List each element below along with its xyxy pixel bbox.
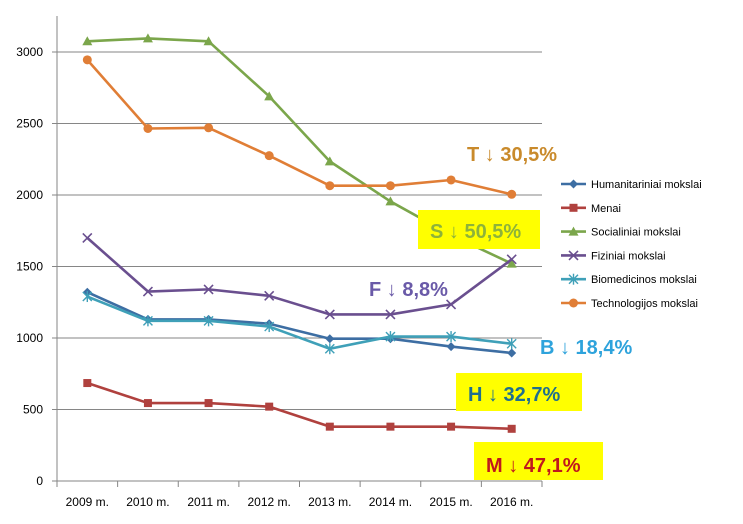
data-point xyxy=(265,402,274,411)
legend-marker xyxy=(568,226,579,236)
y-axis-ticks: 0 500 1000 1500 2000 2500 3000 xyxy=(16,45,57,488)
legend-label: Humanitariniai mokslai xyxy=(591,179,702,191)
x-tick-label: 2012 m. xyxy=(248,495,291,509)
legend-label: Socialiniai mokslai xyxy=(591,227,681,239)
annotation-label: T ↓ 30,5% xyxy=(467,144,557,166)
y-tick-label: 1500 xyxy=(16,260,43,274)
data-point xyxy=(447,422,456,431)
annotation-highlight xyxy=(474,442,603,480)
data-point xyxy=(507,348,517,358)
data-point xyxy=(385,309,396,320)
series-line-0 xyxy=(86,291,512,355)
series-line-5 xyxy=(86,59,512,196)
data-point xyxy=(82,232,93,243)
y-tick-label: 2000 xyxy=(16,188,43,202)
legend-label: Menai xyxy=(591,203,621,215)
annotation-label: F ↓ 8,8% xyxy=(369,279,448,301)
data-point xyxy=(325,334,335,344)
y-tick-label: 3000 xyxy=(16,45,43,59)
data-point xyxy=(82,291,93,303)
data-point xyxy=(445,299,457,310)
annotation-label: B ↓ 18,4% xyxy=(540,337,632,359)
legend-marker xyxy=(569,298,578,308)
legend-marker xyxy=(569,203,578,212)
y-tick-label: 1000 xyxy=(16,331,43,345)
data-point xyxy=(325,422,334,431)
data-point xyxy=(506,258,517,268)
legend: Humanitariniai mokslai Menai Socialiniai m… xyxy=(561,179,702,310)
data-point xyxy=(506,254,517,265)
data-point xyxy=(82,55,92,65)
series-line-4 xyxy=(86,295,512,351)
x-tick-label: 2013 m. xyxy=(308,495,351,509)
data-point xyxy=(204,123,214,133)
data-point xyxy=(142,315,153,327)
data-point xyxy=(82,36,93,46)
data-point xyxy=(203,284,214,295)
legend-marker xyxy=(568,250,579,261)
series-group xyxy=(82,33,517,433)
data-point xyxy=(506,338,517,350)
series-line-1 xyxy=(86,381,512,431)
legend-label: Biomedicinos mokslai xyxy=(591,274,697,286)
annotation-highlight xyxy=(418,210,540,249)
annotation-highlight xyxy=(456,373,582,411)
x-tick-label: 2016 m. xyxy=(490,495,533,509)
data-point xyxy=(385,331,396,343)
annotation-label: H ↓ 32,7% xyxy=(468,384,560,406)
data-point xyxy=(386,422,395,431)
x-tick-label: 2015 m. xyxy=(429,495,472,509)
legend-marker xyxy=(569,179,578,189)
data-point xyxy=(324,343,335,355)
data-point xyxy=(143,399,152,408)
x-axis-ticks: 2009 m. 2010 m. 2011 m. 2012 m. 2013 m. 2014 … xyxy=(56,481,543,509)
x-tick-label: 2009 m. xyxy=(66,495,109,509)
series-line-3 xyxy=(86,236,513,316)
data-point xyxy=(446,175,456,185)
data-point xyxy=(264,290,275,301)
legend-marker xyxy=(568,273,579,285)
data-point xyxy=(324,156,335,166)
y-tick-label: 2500 xyxy=(16,117,43,131)
data-point xyxy=(385,181,395,191)
x-tick-label: 2014 m. xyxy=(369,495,412,509)
legend-label: Fiziniai mokslai xyxy=(591,250,666,262)
annotation-label: S ↓ 50,5% xyxy=(430,221,521,243)
data-point xyxy=(204,399,213,408)
data-point xyxy=(446,331,457,343)
data-point xyxy=(264,151,274,161)
data-point xyxy=(203,315,214,327)
data-point xyxy=(507,424,516,433)
legend-label: Technologijos mokslai xyxy=(591,298,698,310)
data-point xyxy=(264,91,275,101)
data-point xyxy=(142,33,153,43)
data-point xyxy=(203,36,214,46)
data-point xyxy=(264,321,275,333)
data-point xyxy=(143,124,153,134)
data-point xyxy=(385,196,396,206)
data-point xyxy=(507,189,517,199)
data-point xyxy=(83,379,92,388)
data-point xyxy=(324,309,335,320)
data-point xyxy=(446,342,456,352)
x-tick-label: 2010 m. xyxy=(126,495,169,509)
annotations: T ↓ 30,5% S ↓ 50,5% F ↓ 8,8% B ↓ 18,4% H ↓ 3… xyxy=(369,144,632,480)
y-tick-label: 500 xyxy=(23,403,43,417)
y-tick-label: 0 xyxy=(36,474,43,488)
x-tick-label: 2011 m. xyxy=(187,495,229,509)
annotation-label: M ↓ 47,1% xyxy=(486,455,581,477)
data-point xyxy=(325,181,335,191)
data-point xyxy=(142,286,154,297)
